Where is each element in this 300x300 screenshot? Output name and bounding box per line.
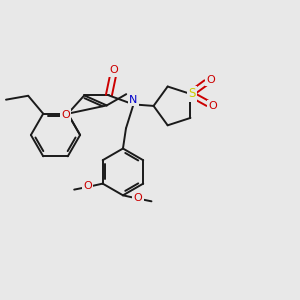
Text: N: N (129, 95, 138, 105)
Text: S: S (188, 87, 196, 101)
Text: O: O (61, 110, 70, 120)
Text: O: O (134, 193, 142, 203)
Text: O: O (206, 75, 215, 85)
Text: O: O (83, 181, 92, 191)
Text: O: O (109, 65, 118, 75)
Text: O: O (208, 101, 217, 111)
